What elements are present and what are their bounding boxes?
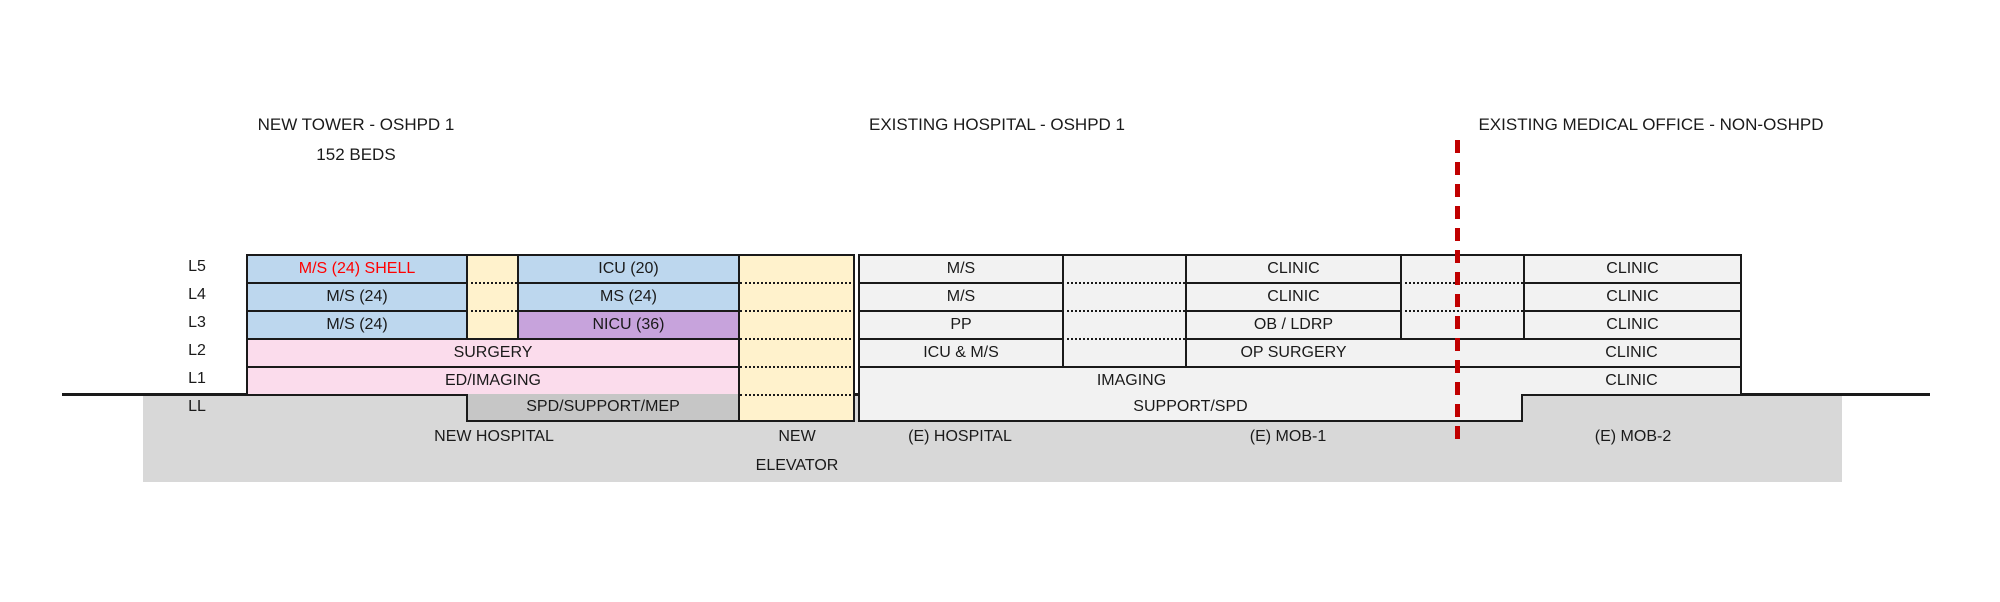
- cell-l2-new-surgery: SURGERY: [246, 338, 740, 366]
- cell-l2-ehosp-opsurgery: OP SURGERY: [1185, 338, 1400, 366]
- level-label-l4: L4: [188, 286, 206, 303]
- cell-l1-ehosp-filler: [1403, 366, 1523, 394]
- cell-l4-mob2-clinic: CLINIC: [1523, 282, 1742, 310]
- cell-elevator-ll: [740, 394, 855, 422]
- cell-elevator-l4: [740, 282, 855, 310]
- e-mob1-label: (E) MOB-1: [1249, 428, 1327, 445]
- new-elevator-label-line1: NEW: [778, 428, 816, 445]
- new-tower-title-line: NEW TOWER - OSHPD 1: [257, 115, 455, 134]
- oshpd-boundary-dashed-line: [1455, 140, 1460, 448]
- level-label-l3: L3: [188, 314, 206, 331]
- cell-l5-new-ms-shell: M/S (24) SHELL: [246, 254, 466, 282]
- cell-l5-ehosp-link2: [1400, 254, 1523, 282]
- cell-l5-mob2-clinic: CLINIC: [1523, 254, 1742, 282]
- cell-l2-ehosp-icums: ICU & M/S: [858, 338, 1062, 366]
- cell-elevator-l3: [740, 310, 855, 338]
- cell-l2-mob2-clinic: CLINIC: [1523, 338, 1742, 366]
- existing-mob-title: EXISTING MEDICAL OFFICE - NON-OSHPD: [1478, 115, 1824, 134]
- level-label-l2: L2: [188, 342, 206, 359]
- new-hospital-label: NEW HOSPITAL: [434, 428, 554, 445]
- cell-l3-new-link: [466, 310, 517, 338]
- cell-l5-ehosp-ms: M/S: [858, 254, 1062, 282]
- existing-hospital-title: EXISTING HOSPITAL - OSHPD 1: [869, 115, 1125, 134]
- grade-line-left: [62, 393, 740, 396]
- new-tower-title: NEW TOWER - OSHPD 1 152 BEDS: [258, 110, 455, 170]
- new-tower-beds-line: 152 BEDS: [316, 145, 396, 164]
- cell-l3-ehosp-pp: PP: [858, 310, 1062, 338]
- cell-l2-ehosp-link1: [1062, 338, 1185, 366]
- cell-l5-new-link: [466, 254, 517, 282]
- cell-l4-new-link: [466, 282, 517, 310]
- new-elevator-label-line2: ELEVATOR: [755, 457, 839, 474]
- level-label-l5: L5: [188, 258, 206, 275]
- cell-l3-ehosp-link1: [1062, 310, 1185, 338]
- cell-l3-ehosp-link2: [1400, 310, 1523, 338]
- level-label-l1: L1: [188, 370, 206, 387]
- cell-l3-mob2-clinic: CLINIC: [1523, 310, 1742, 338]
- cell-l3-new-ms: M/S (24): [246, 310, 466, 338]
- cell-l4-ehosp-clinic: CLINIC: [1185, 282, 1400, 310]
- cell-l3-new-nicu: NICU (36): [517, 310, 740, 338]
- cell-l2-ehosp-link2: [1400, 338, 1523, 366]
- cell-elevator-l2: [740, 338, 855, 366]
- cell-l4-ehosp-link1: [1062, 282, 1185, 310]
- cell-elevator-l1: [740, 366, 855, 394]
- e-mob2-label: (E) MOB-2: [1594, 428, 1672, 445]
- cell-l4-ehosp-ms: M/S: [858, 282, 1062, 310]
- cell-l4-new-ms2: MS (24): [517, 282, 740, 310]
- cell-l5-ehosp-clinic: CLINIC: [1185, 254, 1400, 282]
- e-hospital-label: (E) HOSPITAL: [908, 428, 1012, 445]
- cell-l5-new-icu: ICU (20): [517, 254, 740, 282]
- cell-l5-ehosp-link1: [1062, 254, 1185, 282]
- cell-ll-ehosp-support: SUPPORT/SPD: [858, 394, 1523, 422]
- cell-l1-mob2-clinic: CLINIC: [1523, 366, 1742, 394]
- cell-elevator-l5: [740, 254, 855, 282]
- cell-l1-new-ed-imaging: ED/IMAGING: [246, 366, 740, 394]
- cell-l4-ehosp-link2: [1400, 282, 1523, 310]
- cell-l4-new-ms: M/S (24): [246, 282, 466, 310]
- cell-l3-ehosp-obldrp: OB / LDRP: [1185, 310, 1400, 338]
- cell-ll-new-spd: SPD/SUPPORT/MEP: [466, 394, 740, 422]
- level-label-ll: LL: [188, 398, 206, 415]
- cell-l1-ehosp-imaging: IMAGING: [858, 366, 1403, 394]
